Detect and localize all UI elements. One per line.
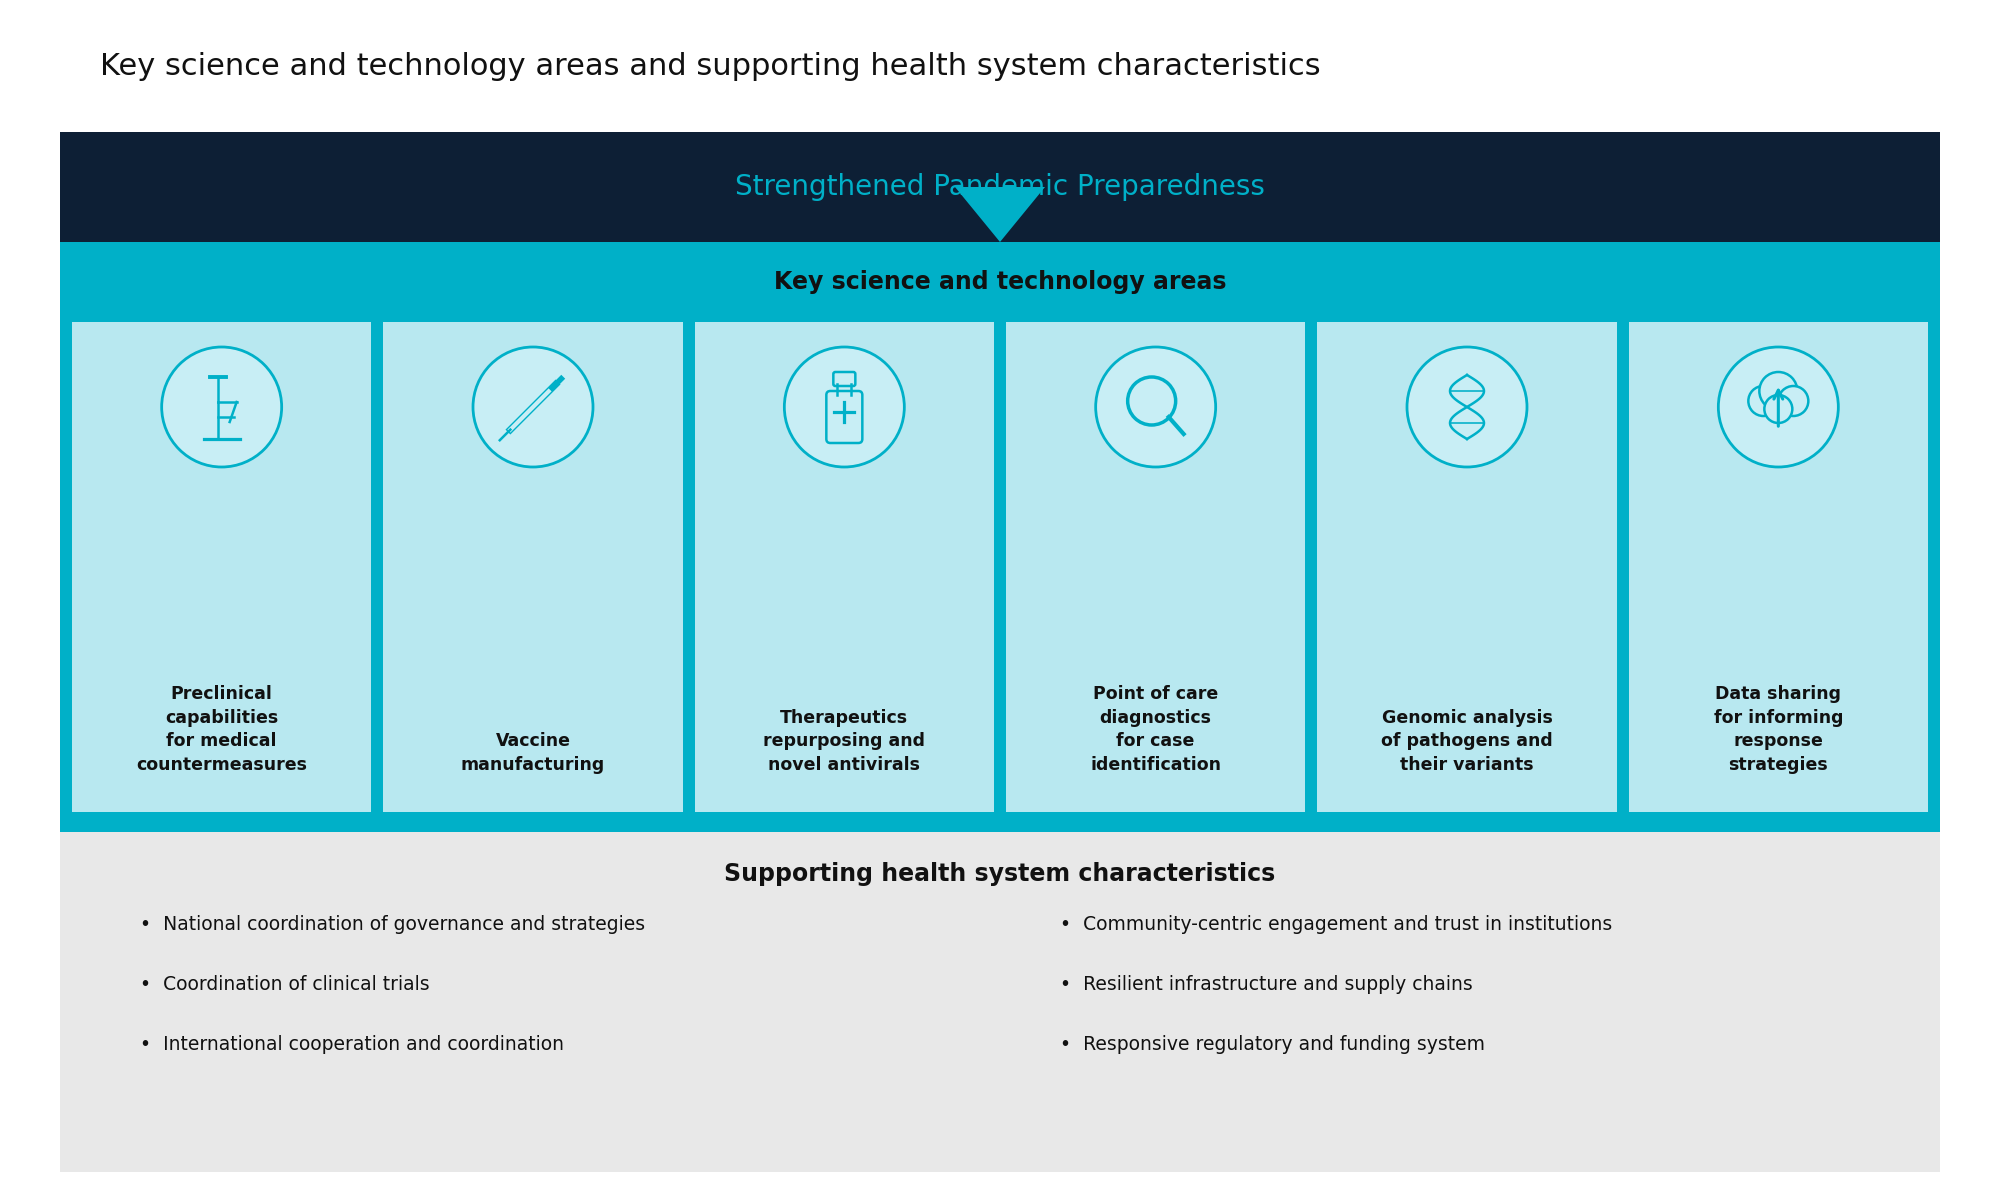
Text: Therapeutics
repurposing and
novel antivirals: Therapeutics repurposing and novel antiv… bbox=[764, 709, 926, 774]
FancyBboxPatch shape bbox=[72, 322, 372, 812]
Circle shape bbox=[1760, 372, 1798, 410]
FancyBboxPatch shape bbox=[60, 832, 1940, 1172]
Text: •  National coordination of governance and strategies: • National coordination of governance an… bbox=[140, 915, 646, 934]
Text: •  Resilient infrastructure and supply chains: • Resilient infrastructure and supply ch… bbox=[1060, 976, 1472, 995]
Polygon shape bbox=[956, 188, 1044, 242]
Text: •  Responsive regulatory and funding system: • Responsive regulatory and funding syst… bbox=[1060, 1035, 1484, 1054]
FancyBboxPatch shape bbox=[384, 322, 682, 812]
Circle shape bbox=[1408, 347, 1528, 466]
Text: •  Coordination of clinical trials: • Coordination of clinical trials bbox=[140, 976, 430, 995]
Text: Supporting health system characteristics: Supporting health system characteristics bbox=[724, 862, 1276, 886]
Circle shape bbox=[1718, 347, 1838, 466]
FancyBboxPatch shape bbox=[60, 242, 1940, 832]
Text: Preclinical
capabilities
for medical
countermeasures: Preclinical capabilities for medical cou… bbox=[136, 685, 308, 774]
FancyBboxPatch shape bbox=[694, 322, 994, 812]
Circle shape bbox=[1764, 395, 1792, 423]
Text: Strengthened Pandemic Preparedness: Strengthened Pandemic Preparedness bbox=[736, 173, 1264, 201]
FancyBboxPatch shape bbox=[60, 132, 1940, 242]
Text: •  Community-centric engagement and trust in institutions: • Community-centric engagement and trust… bbox=[1060, 915, 1612, 934]
Circle shape bbox=[1778, 386, 1808, 415]
FancyBboxPatch shape bbox=[1628, 322, 1928, 812]
Text: Vaccine
manufacturing: Vaccine manufacturing bbox=[460, 732, 606, 774]
Circle shape bbox=[1748, 386, 1778, 415]
FancyBboxPatch shape bbox=[1006, 322, 1306, 812]
Circle shape bbox=[784, 347, 904, 466]
FancyBboxPatch shape bbox=[1318, 322, 1616, 812]
Text: •  International cooperation and coordination: • International cooperation and coordina… bbox=[140, 1035, 564, 1054]
Circle shape bbox=[474, 347, 594, 466]
Circle shape bbox=[162, 347, 282, 466]
Text: Data sharing
for informing
response
strategies: Data sharing for informing response stra… bbox=[1714, 685, 1844, 774]
Text: Genomic analysis
of pathogens and
their variants: Genomic analysis of pathogens and their … bbox=[1382, 709, 1552, 774]
Text: Key science and technology areas and supporting health system characteristics: Key science and technology areas and sup… bbox=[100, 52, 1320, 81]
Text: Key science and technology areas: Key science and technology areas bbox=[774, 269, 1226, 294]
Text: Point of care
diagnostics
for case
identification: Point of care diagnostics for case ident… bbox=[1090, 685, 1222, 774]
Circle shape bbox=[1096, 347, 1216, 466]
